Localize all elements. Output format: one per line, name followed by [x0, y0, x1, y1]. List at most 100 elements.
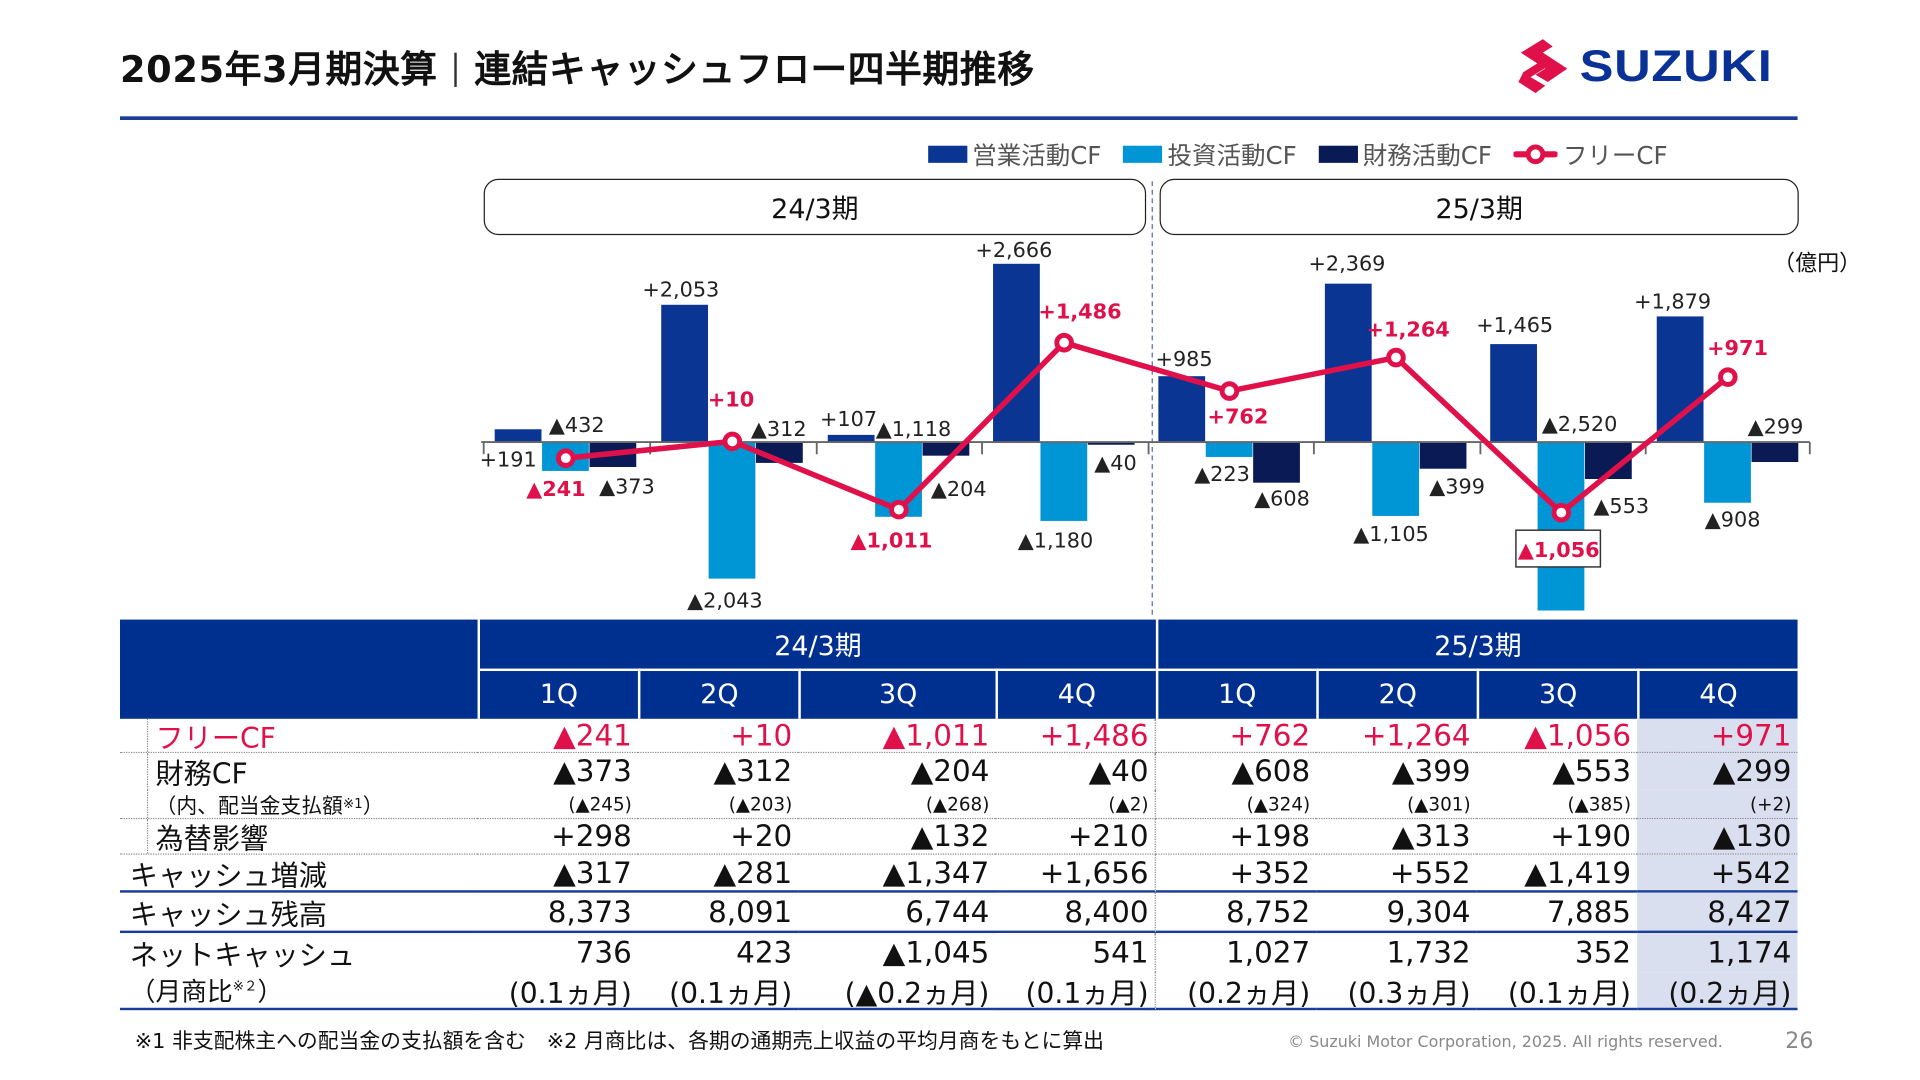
title-main: 2025年3月期決算 [120, 48, 438, 92]
table-cell: ▲1,347 [798, 855, 996, 893]
label-end: ） [257, 976, 284, 1006]
data-label: ▲608 [1254, 487, 1310, 511]
table-cell: +190 [1476, 819, 1638, 855]
data-label: ▲204 [931, 477, 987, 501]
suzuki-logo: SUZUKI [1518, 39, 1772, 94]
bar-investing [708, 442, 756, 579]
table-cell: 8,373 [477, 893, 638, 934]
bar-operating [661, 304, 709, 443]
data-label: ▲1,011 [851, 528, 933, 552]
legend-free: フリーCF [1513, 136, 1668, 172]
table-cell: 423 [736, 935, 793, 970]
table-cell: +762 [1155, 718, 1317, 754]
data-label: ▲2,520 [1542, 412, 1618, 436]
row-label: キャッシュ増減 [120, 855, 478, 893]
bar-operating [1490, 344, 1537, 443]
data-label: ▲1,180 [1018, 528, 1094, 552]
data-label: +2,369 [1308, 252, 1385, 276]
table-cell: +552 [1316, 855, 1477, 893]
table-cell: 1,027 [1226, 935, 1311, 970]
title-sub: 連結キャッシュフロー四半期推移 [474, 48, 1035, 92]
free-cf-marker [1551, 502, 1572, 523]
cash-flow-table: 24/3期 25/3期 1Q 2Q 3Q 4Q 1Q 2Q 3Q 4Q フリーCF ▲241 +10 ▲1… [120, 619, 1798, 1011]
legend-swatch [1123, 145, 1163, 163]
legend-operating: 営業活動CF [928, 136, 1101, 172]
table-cell: (▲0.2ヵ月) [798, 972, 996, 1011]
row-label: （月商比※２） [120, 972, 478, 1011]
bar-investing [1537, 442, 1585, 611]
suzuki-wordmark: SUZUKI [1579, 40, 1773, 91]
table-cell: +971 [1637, 718, 1798, 754]
free-cf-marker [722, 431, 743, 452]
table-cell: +298 [477, 819, 638, 855]
data-label: ▲1,105 [1353, 522, 1429, 546]
label-main: （月商比 [129, 976, 233, 1006]
free-cf-marker [1386, 347, 1406, 368]
table-cell: (0.2ヵ月) [1155, 972, 1317, 1011]
table-cell: ▲40 [996, 753, 1156, 790]
period-box-25: 25/3期 [1159, 178, 1799, 236]
period-box-24: 24/3期 [483, 178, 1147, 236]
data-label: +10 [708, 388, 754, 412]
page-number: 26 [1785, 1028, 1814, 1055]
data-label: +985 [1156, 347, 1213, 371]
table-cell: (▲301) [1316, 790, 1477, 820]
row-label-text: フリーCF [146, 718, 471, 755]
data-label: ▲299 [1748, 414, 1804, 438]
free-cf-marker [889, 499, 909, 520]
table-cell: +1,656 [995, 854, 1156, 893]
table-period-header: 24/3期 [477, 619, 1156, 669]
data-label: +1,465 [1476, 313, 1553, 337]
data-label: ▲553 [1593, 494, 1649, 518]
table-cell: +198 [1155, 819, 1317, 855]
data-label: +1,264 [1367, 318, 1450, 342]
table-cell: ▲608 [1231, 754, 1311, 789]
table-cell: ▲1,056 [1476, 718, 1638, 754]
table-cell: (0.2ヵ月) [1637, 972, 1798, 1011]
table-quarter-header: 2Q [637, 668, 799, 719]
table-cell: ▲317 [477, 855, 638, 893]
legend-label: フリーCF [1562, 140, 1668, 171]
chart-legend: 営業活動CF 投資活動CF 財務活動CF フリーCF [928, 136, 1668, 172]
free-cf-label-box [1515, 529, 1602, 568]
legend-investing: 投資活動CF [1123, 136, 1297, 172]
legend-swatch [928, 145, 968, 163]
bar-operating [1656, 316, 1704, 443]
data-label: ▲1,118 [876, 417, 952, 441]
table-cell: +352 [1155, 855, 1317, 893]
table-cell: ▲281 [637, 855, 799, 893]
table-cell: ▲241 [477, 718, 638, 754]
suzuki-s-mark-icon [1518, 39, 1568, 94]
label-main: ネットキャッシュ [129, 940, 356, 973]
table-cell: +542 [1637, 854, 1798, 893]
table-quarter-header: 3Q [798, 668, 996, 719]
table-cell: 1,174 [1637, 933, 1798, 973]
free-cf-marker [1718, 367, 1738, 387]
free-cf-marker [1054, 332, 1074, 353]
footnote: ※1 非支配株主への配当金の支払額を含む ※2 月商比は、各期の通期売上収益の平… [134, 1029, 1104, 1055]
table-cell: ▲130 [1637, 819, 1798, 855]
row-label-text: （月商比※２） [130, 972, 283, 1009]
row-label: （内、配当金支払額 ※1） [120, 789, 478, 820]
free-cf-line [565, 339, 1730, 516]
table-cell: ▲204 [910, 754, 990, 789]
label-main: （内、配当金支払額 [155, 794, 343, 820]
table-cell: +1,264 [1316, 718, 1477, 754]
data-label: +971 [1707, 336, 1768, 360]
table-corner [120, 619, 478, 719]
table-cell: 352 [1574, 935, 1632, 970]
free-cf-marker [555, 448, 576, 468]
bar-investing [1372, 442, 1420, 516]
data-label: +191 [480, 448, 537, 472]
table-cell: ▲553 [1552, 754, 1632, 789]
bar-operating [993, 263, 1040, 443]
row-label-text: キャッシュ増減 [130, 852, 327, 894]
table-cell: 8,400 [995, 892, 1156, 934]
legend-swatch [1318, 145, 1358, 163]
table-cell: +20 [637, 819, 799, 855]
legend-label: 投資活動CF [1167, 140, 1297, 171]
data-label: ▲399 [1429, 474, 1485, 498]
data-label: +2,053 [642, 277, 719, 301]
